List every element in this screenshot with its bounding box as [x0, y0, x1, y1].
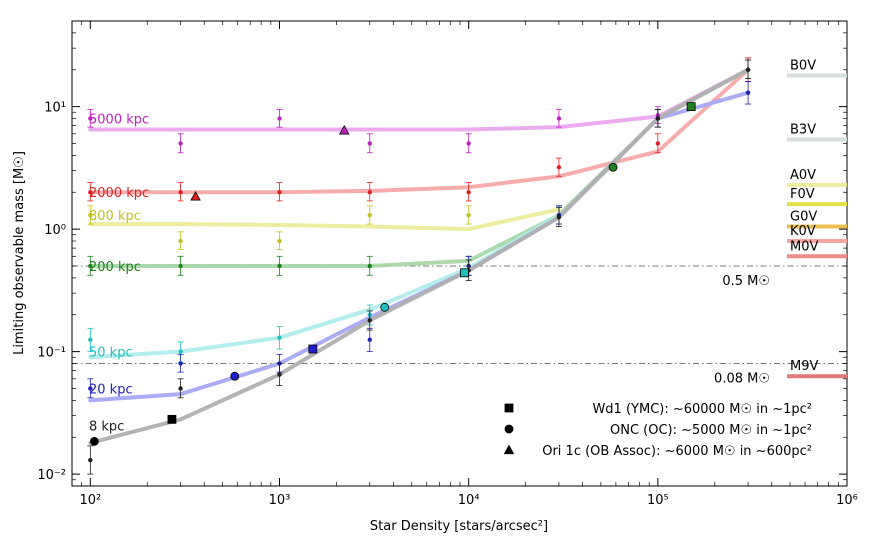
x-tick-label: 10⁵: [647, 493, 669, 508]
axes-layer: 10² 10³ 10⁴ 10⁵ 10⁶ 10⁻² 10⁻¹ 10⁰ 10¹: [37, 21, 858, 508]
spectral-type-label: K0V: [790, 224, 816, 239]
data-point: [655, 116, 661, 121]
fit-lines-layer: [88, 67, 751, 445]
plot-frame: [71, 20, 848, 487]
series-labels-layer: 5000 kpc 2000 kpc 800 kpc 200 kpc 50 kpc 20 k…: [89, 112, 149, 434]
data-point: [277, 116, 282, 121]
series-label: 8 kpc: [89, 419, 124, 434]
spectral-type-label: G0V: [790, 210, 817, 225]
cluster-markers-layer: [89, 102, 696, 446]
x-tick-label: 10³: [269, 493, 291, 508]
data-point: [367, 318, 372, 323]
reference-line-label: 0.08 M☉: [714, 371, 770, 386]
data-point: [745, 90, 751, 95]
data-point: [88, 116, 93, 121]
legend-label: Ori 1c (OB Assoc): ~6000 M☉ in ~600pc²: [542, 444, 812, 459]
legend-marker: [504, 403, 514, 413]
legend: Wd1 (YMC): ~60000 M☉ in ~1pc² ONC (OC): ~…: [503, 402, 812, 459]
cluster-marker: [230, 371, 240, 381]
series-label: 800 kpc: [89, 209, 141, 224]
y-tick-label: 10⁻²: [37, 468, 66, 483]
cluster-marker: [89, 436, 99, 446]
data-point: [466, 141, 471, 146]
series-label: 5000 kpc: [89, 112, 149, 127]
y-tick-label: 10¹: [44, 101, 66, 116]
legend-marker: [504, 424, 514, 434]
data-point: [178, 141, 183, 146]
cluster-marker: [380, 302, 390, 312]
y-tick-label: 10⁻¹: [37, 346, 66, 361]
data-point: [178, 349, 183, 354]
data-point: [367, 141, 372, 146]
data-point: [178, 190, 183, 195]
data-point: [466, 190, 471, 195]
data-point: [88, 457, 93, 463]
data-point: [556, 215, 562, 220]
data-point: [655, 141, 661, 146]
spectral-type-label: A0V: [790, 168, 816, 183]
data-point: [88, 263, 93, 269]
reference-lines-layer: 0.5 M☉ 0.08 M☉: [72, 265, 847, 386]
data-point: [88, 337, 93, 342]
fit-line: [88, 67, 751, 445]
x-axis-label: Star Density [stars/arcsec²]: [370, 519, 548, 534]
spectral-type-label: M9V: [790, 359, 818, 374]
y-tick-label: 10⁰: [44, 223, 66, 238]
fit-line: [88, 207, 561, 232]
data-point: [367, 212, 372, 218]
series-label: 2000 kpc: [89, 186, 149, 201]
x-tick-label: 10⁶: [836, 493, 858, 508]
cluster-marker: [167, 414, 177, 424]
data-point: [88, 212, 93, 218]
data-point: [178, 361, 183, 366]
data-point: [277, 238, 282, 244]
cluster-marker: [686, 102, 696, 112]
spectral-type-label: F0V: [790, 187, 815, 202]
data-point: [556, 165, 562, 170]
cluster-marker: [308, 344, 318, 354]
cluster-marker: [338, 124, 350, 135]
data-point: [277, 190, 282, 195]
spectral-type-label: M0V: [790, 239, 818, 254]
spectral-type-label: B0V: [790, 58, 816, 73]
fit-line: [88, 67, 751, 132]
data-point: [178, 238, 183, 244]
x-tick-label: 10⁴: [458, 493, 480, 508]
legend-marker: [503, 444, 515, 455]
data-point: [178, 386, 183, 391]
data-point: [367, 337, 372, 342]
series-label: 200 kpc: [89, 260, 141, 275]
cluster-marker: [460, 268, 469, 278]
series-label: 20 kpc: [89, 383, 133, 398]
data-point: [88, 386, 93, 391]
legend-label: ONC (OC): ~5000 M☉ in ~1pc²: [610, 423, 812, 438]
data-point: [277, 335, 282, 340]
fit-line: [88, 67, 751, 195]
data-point: [178, 263, 183, 269]
y-axis-label: Limiting observable mass [M☉]: [12, 151, 27, 355]
spectral-type-label: B3V: [790, 122, 816, 137]
data-point: [367, 263, 372, 269]
data-point: [556, 116, 562, 121]
data-point: [277, 263, 282, 269]
data-point: [277, 372, 282, 377]
cluster-marker: [190, 190, 201, 201]
cluster-marker: [608, 162, 618, 172]
reference-line-label: 0.5 M☉: [722, 274, 770, 289]
series-label: 50 kpc: [89, 346, 133, 361]
data-point: [466, 212, 471, 218]
x-tick-label: 10²: [79, 493, 101, 508]
data-point: [88, 190, 93, 195]
legend-label: Wd1 (YMC): ~60000 M☉ in ~1pc²: [592, 402, 812, 417]
data-point: [745, 67, 751, 72]
data-point: [367, 190, 372, 195]
